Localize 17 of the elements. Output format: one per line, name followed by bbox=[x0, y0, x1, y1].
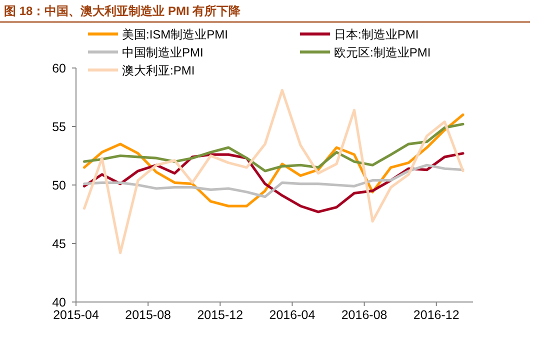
y-tick-label: 55 bbox=[52, 120, 66, 134]
y-tick-label: 60 bbox=[52, 62, 66, 76]
y-tick-label: 45 bbox=[52, 237, 66, 251]
x-tick-label: 2015-08 bbox=[125, 308, 172, 322]
x-tick-label: 2016-04 bbox=[269, 308, 316, 322]
legend-label: 中国制造业PMI bbox=[122, 46, 204, 60]
x-tick-label: 2016-08 bbox=[341, 308, 388, 322]
chart-title: 图 18：中国、澳大利亚制造业 PMI 有所下降 bbox=[4, 4, 242, 18]
x-tick-label: 2015-12 bbox=[197, 308, 244, 322]
legend-label: 美国:ISM制造业PMI bbox=[122, 28, 228, 42]
legend-label: 欧元区:制造业PMI bbox=[334, 46, 431, 60]
legend-label: 澳大利亚:PMI bbox=[122, 64, 195, 78]
x-tick-label: 2015-04 bbox=[53, 308, 99, 322]
legend-label: 日本:制造业PMI bbox=[334, 28, 419, 42]
x-tick-label: 2016-12 bbox=[413, 308, 460, 322]
y-tick-label: 50 bbox=[52, 178, 66, 192]
y-tick-label: 40 bbox=[52, 296, 66, 310]
